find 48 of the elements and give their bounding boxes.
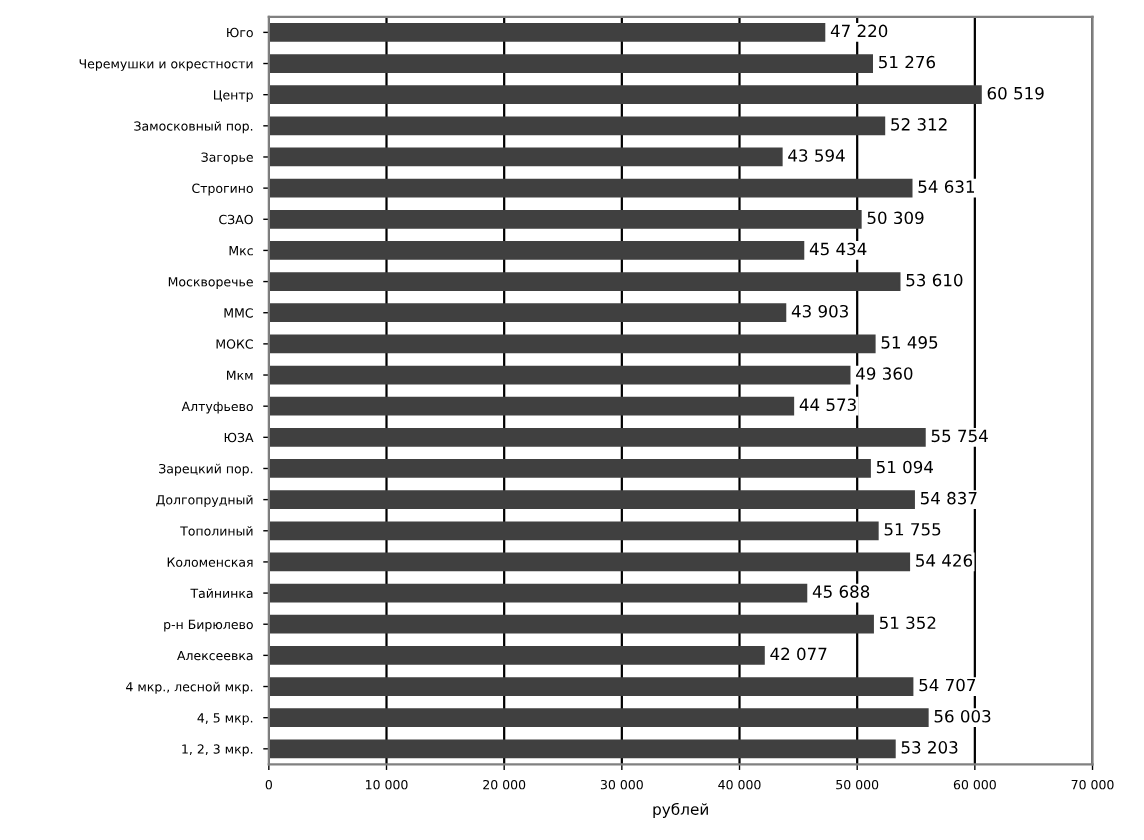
bar [268,645,765,665]
bar [268,303,787,323]
bar [268,427,926,447]
data-label: 52 312 [891,118,947,131]
bar [268,272,901,291]
bar [268,614,874,634]
data-label: 45 688 [812,585,870,598]
data-label: 47 220 [830,24,888,38]
bar [268,209,862,229]
data-label: 51 276 [879,55,936,69]
bar [268,739,896,759]
bar [268,22,826,42]
data-label: 51 094 [876,460,933,474]
data-label: 49 360 [856,367,913,380]
data-label: 54 837 [920,491,977,505]
bar [268,178,913,198]
data-label: 43 903 [791,304,848,318]
bar [268,85,982,105]
bar [268,490,915,510]
bar [268,708,929,728]
data-label: 42 077 [770,647,827,661]
data-label: 50 309 [867,211,924,225]
bar [268,365,851,385]
data-label: 55 754 [931,429,988,443]
data-label: 45 434 [809,242,867,256]
bar [268,54,874,73]
data-label: 51 495 [881,336,938,349]
data-label: 56 003 [934,709,991,723]
data-label: 51 755 [884,523,941,536]
data-label: 53 203 [901,741,958,754]
bar [268,396,795,416]
data-label: 43 594 [788,149,845,162]
data-label: 54 707 [919,678,976,692]
bar [268,147,783,167]
bar [268,116,886,136]
data-label: 54 426 [916,554,973,567]
bar [268,521,879,541]
data-label: 51 352 [879,616,936,630]
bar [268,677,914,696]
bar [268,583,808,603]
data-label: 44 573 [799,398,856,412]
data-label: 53 610 [906,273,963,287]
bar [268,552,911,572]
data-label: 54 631 [918,180,975,193]
data-label: 60 519 [987,86,1044,100]
bar [268,459,871,478]
bar [268,241,805,260]
bar [268,334,876,354]
